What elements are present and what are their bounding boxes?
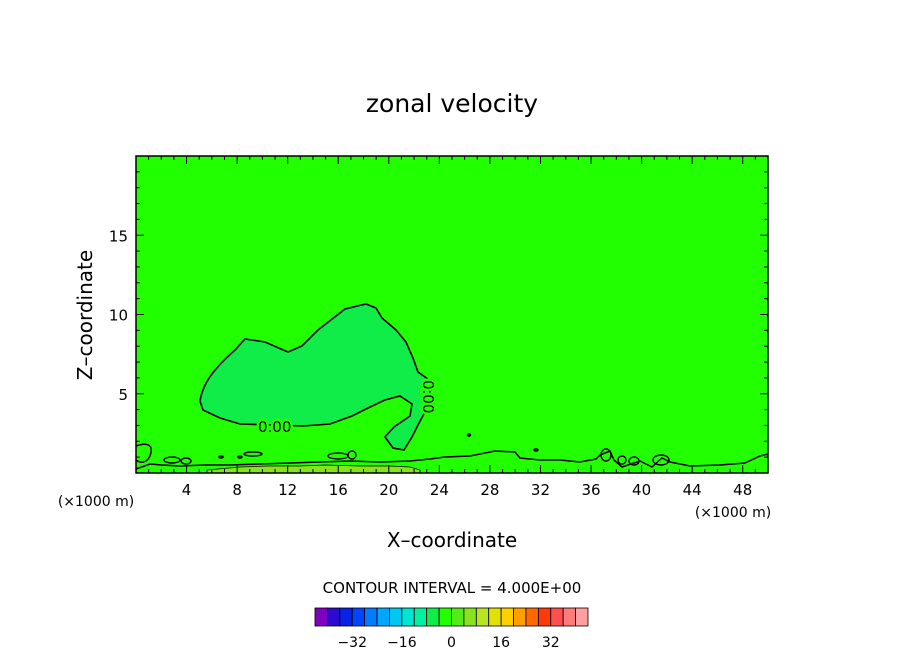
- colorbar-swatch: [562, 607, 576, 627]
- colorbar-swatch: [525, 607, 539, 627]
- colorbar-swatch: [438, 607, 452, 627]
- contour-label-rotated: 0.00: [419, 380, 437, 413]
- x-tick-label: 44: [683, 481, 702, 499]
- colorbar-swatch: [339, 607, 353, 627]
- y-tick-label: 10: [109, 307, 128, 325]
- colorbar-swatch: [475, 607, 490, 627]
- colorbar-swatch: [550, 607, 564, 627]
- colorbar-swatch: [351, 607, 366, 627]
- plot-area: 0.00 0.00: [135, 155, 769, 474]
- colorbar-swatch: [314, 607, 328, 627]
- colorbar-swatch: [500, 607, 514, 627]
- colorbar-swatch: [426, 607, 440, 627]
- colorbar: −32 −16 0 16 32: [314, 607, 589, 651]
- x-tick-label: 36: [581, 481, 600, 499]
- x-unit-right: (×1000 m): [695, 505, 771, 521]
- y-tick-label: 15: [109, 227, 128, 245]
- x-tick-label: 24: [430, 481, 449, 499]
- colorbar-swatch: [376, 607, 390, 627]
- x-tick-label: 16: [329, 481, 348, 499]
- colorbar-tick-label: 32: [542, 635, 560, 651]
- colorbar-swatch: [364, 607, 378, 627]
- chart-title: zonal velocity: [366, 89, 538, 118]
- x-tick-label: 48: [733, 481, 752, 499]
- colorbar-tick-label: 16: [492, 635, 510, 651]
- colorbar-swatch: [513, 607, 527, 627]
- x-axis-label: X–coordinate: [387, 528, 517, 552]
- x-axis: 4 8 12 16 20 24 28 32 36 40 44 48: [148, 156, 756, 499]
- x-tick-label: 40: [632, 481, 651, 499]
- colorbar-swatch: [463, 607, 477, 627]
- colorbar-swatch: [451, 607, 465, 627]
- colorbar-tick-label: −16: [387, 635, 417, 651]
- surface-contour-line: [135, 443, 769, 470]
- field-background: [136, 156, 768, 473]
- negative-velocity-region: [199, 303, 433, 451]
- y-tick-label: 5: [118, 386, 128, 404]
- x-tick-label: 20: [379, 481, 398, 499]
- x-tick-label: 8: [232, 481, 242, 499]
- contour-interval-text: CONTOUR INTERVAL = 4.000E+00: [323, 579, 582, 597]
- colorbar-swatch: [575, 607, 589, 627]
- x-tick-label: 12: [278, 481, 297, 499]
- colorbar-swatch: [413, 607, 428, 627]
- colorbar-swatch: [488, 607, 502, 627]
- x-unit-left: (×1000 m): [58, 494, 134, 510]
- colorbar-swatch: [537, 607, 552, 627]
- y-axis: 5 10 15: [109, 171, 768, 458]
- y-axis-label: Z–coordinate: [73, 250, 97, 380]
- colorbar-tick-label: 0: [447, 635, 456, 651]
- colorbar-swatch: [327, 607, 341, 627]
- x-tick-label: 32: [531, 481, 550, 499]
- x-tick-label: 28: [480, 481, 499, 499]
- colorbar-tick-label: −32: [337, 635, 367, 651]
- colorbar-swatch: [389, 607, 403, 627]
- colorbar-swatch: [401, 607, 415, 627]
- small-contour-cells: [163, 433, 670, 466]
- x-tick-label: 4: [182, 481, 192, 499]
- contour-label: 0.00: [258, 418, 291, 436]
